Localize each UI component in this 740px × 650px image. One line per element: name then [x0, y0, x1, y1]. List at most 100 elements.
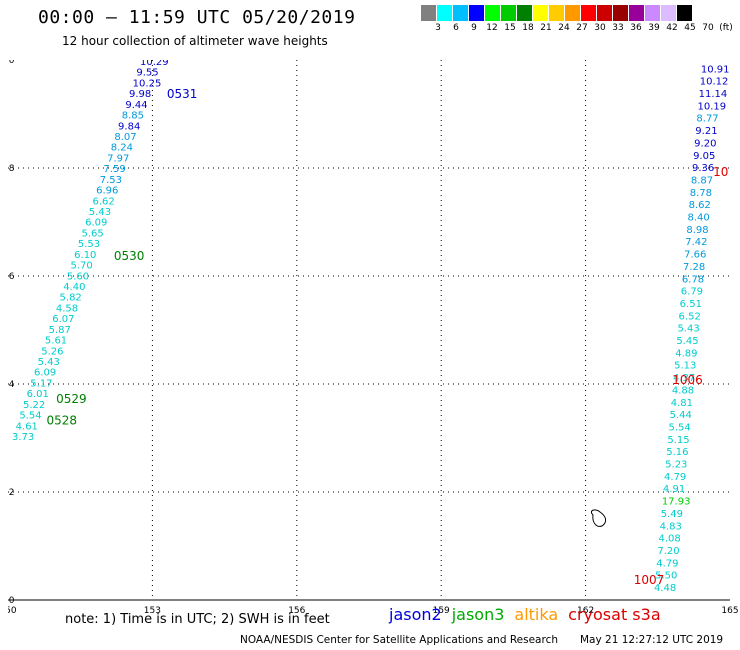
- pressure-label: 1007: [634, 573, 665, 587]
- swh-value-label: 5.70: [71, 261, 93, 272]
- swh-value-label: 6.78: [682, 274, 704, 285]
- satellite-legend-item: jason3: [451, 605, 505, 624]
- legend-tick-label: 45: [684, 23, 696, 33]
- swh-value-label: 6.10: [74, 250, 96, 261]
- swh-value-label: 11.07: [702, 60, 731, 63]
- swh-value-label: 8.78: [690, 188, 712, 199]
- legend-swatch: [629, 5, 645, 21]
- y-axis-tick-label: 16: [8, 272, 15, 282]
- swh-value-label: 5.15: [667, 435, 689, 446]
- swh-value-label: 6.07: [52, 314, 74, 325]
- swh-value-label: 7.59: [103, 164, 125, 175]
- legend-tick-label: (ft): [719, 23, 733, 33]
- legend-swatch: [421, 5, 437, 21]
- legend-swatch: [549, 5, 565, 21]
- swh-value-label: 5.65: [81, 228, 103, 239]
- swh-value-label: 4.83: [660, 521, 682, 532]
- swh-value-label: 6.52: [679, 311, 701, 322]
- swh-value-label: 6.62: [92, 196, 114, 207]
- x-axis-tick-label: 153: [144, 606, 161, 616]
- swh-value-label: 6.09: [34, 368, 56, 379]
- footer-note: note: 1) Time is in UTC; 2) SWH is in fe…: [65, 612, 330, 627]
- y-axis-tick-label: 14: [8, 380, 15, 390]
- satellite-legend-item: cryosat s3a: [568, 605, 661, 624]
- legend-tick-label: 12: [486, 23, 498, 33]
- swh-value-label: 5.23: [665, 460, 687, 471]
- swh-value-label: 5.60: [67, 271, 89, 282]
- legend-tick-label: 24: [558, 23, 570, 33]
- swh-value-label: 4.58: [56, 303, 78, 314]
- track-cycle-label: 0530: [114, 249, 145, 263]
- swh-value-label: 8.24: [111, 143, 133, 154]
- swh-value-label: 5.45: [676, 336, 698, 347]
- swh-value-label: 4.91: [663, 484, 685, 495]
- swh-value-label: 7.97: [107, 153, 129, 164]
- color-scale-swatches: [421, 5, 731, 21]
- y-axis-tick-label: 18: [8, 164, 15, 174]
- swh-value-label: 4.48: [654, 583, 676, 594]
- color-scale-ticks: 3 6 9 12 15 18 21 24 27 30 33 36 39 42 45 70 (ft): [421, 21, 733, 35]
- swh-value-label: 5.43: [677, 324, 699, 335]
- legend-swatch: [469, 5, 485, 21]
- x-axis-tick-label: 150: [8, 606, 17, 616]
- swh-value-label: 7.28: [683, 262, 705, 273]
- swh-value-label: 6.09: [85, 218, 107, 229]
- swh-value-label: 4.08: [658, 534, 680, 545]
- swh-value-label: 6.96: [96, 186, 118, 197]
- color-scale-legend: 3 6 9 12 15 18 21 24 27 30 33 36 39 42 45 70 (ft): [421, 5, 733, 35]
- swh-value-label: 7.42: [685, 237, 707, 248]
- legend-swatch: [677, 5, 693, 21]
- legend-swatch: [661, 5, 677, 21]
- swh-value-label: 5.53: [78, 239, 100, 250]
- swh-value-label: 6.79: [681, 287, 703, 298]
- swh-value-label: 4.61: [16, 421, 38, 432]
- swh-value-label: 8.07: [114, 132, 136, 143]
- swh-value-label: 9.21: [695, 126, 717, 137]
- x-axis-tick-label: 156: [288, 606, 305, 616]
- swh-value-label: 17.93: [662, 497, 691, 508]
- credit-text: NOAA/NESDIS Center for Satellite Applica…: [240, 634, 558, 646]
- swh-value-label: 5.16: [666, 447, 688, 458]
- track-cycle-label: 0531: [167, 87, 198, 101]
- map-title: 00:00 – 11:59 UTC 05/20/2019: [38, 7, 356, 28]
- swh-value-label: 5.44: [670, 410, 692, 421]
- swh-value-label: 7.53: [100, 175, 122, 186]
- island-outline: [590, 509, 607, 527]
- swh-value-label: 5.17: [30, 378, 52, 389]
- legend-tick-label: 39: [648, 23, 660, 33]
- swh-value-label: 4.88: [672, 385, 694, 396]
- swh-value-label: 5.49: [661, 509, 683, 520]
- swh-value-label: 8.98: [686, 225, 708, 236]
- legend-swatch: [565, 5, 581, 21]
- swh-value-label: 9.05: [693, 151, 715, 162]
- swh-value-label: 6.51: [680, 299, 702, 310]
- swh-value-label: 4.37: [673, 373, 695, 384]
- swh-value-label: 5.22: [23, 400, 45, 411]
- legend-swatch: [517, 5, 533, 21]
- swh-value-label: 6.01: [27, 389, 49, 400]
- pressure-label: 10: [713, 165, 728, 179]
- legend-tick-label: 27: [576, 23, 588, 33]
- swh-value-label: 5.13: [674, 361, 696, 372]
- legend-swatch: [597, 5, 613, 21]
- swh-value-label: 10.19: [698, 101, 727, 112]
- swh-value-label: 4.79: [656, 558, 678, 569]
- altimeter-map: 15015315615916216520181614121010.299.551…: [8, 60, 739, 616]
- swh-value-label: 8.62: [689, 200, 711, 211]
- swh-value-label: 9.84: [118, 121, 140, 132]
- y-axis-tick-label: 10: [8, 596, 15, 606]
- legend-swatch: [485, 5, 501, 21]
- legend-swatch: [533, 5, 549, 21]
- swh-value-label: 9.55: [136, 68, 158, 79]
- swh-value-label: 7.66: [684, 250, 706, 261]
- legend-tick-label: 30: [594, 23, 606, 33]
- swh-value-label: 10.25: [133, 78, 162, 89]
- swh-value-label: 5.26: [41, 346, 63, 357]
- swh-value-label: 5.54: [669, 422, 691, 433]
- y-axis-tick-label: 20: [8, 60, 15, 66]
- x-axis-tick-label: 165: [721, 606, 738, 616]
- swh-value-label: 5.50: [655, 571, 677, 582]
- pressure-label: 1006: [672, 373, 703, 387]
- swh-value-label: 4.79: [664, 472, 686, 483]
- swh-value-label: 8.87: [691, 175, 713, 186]
